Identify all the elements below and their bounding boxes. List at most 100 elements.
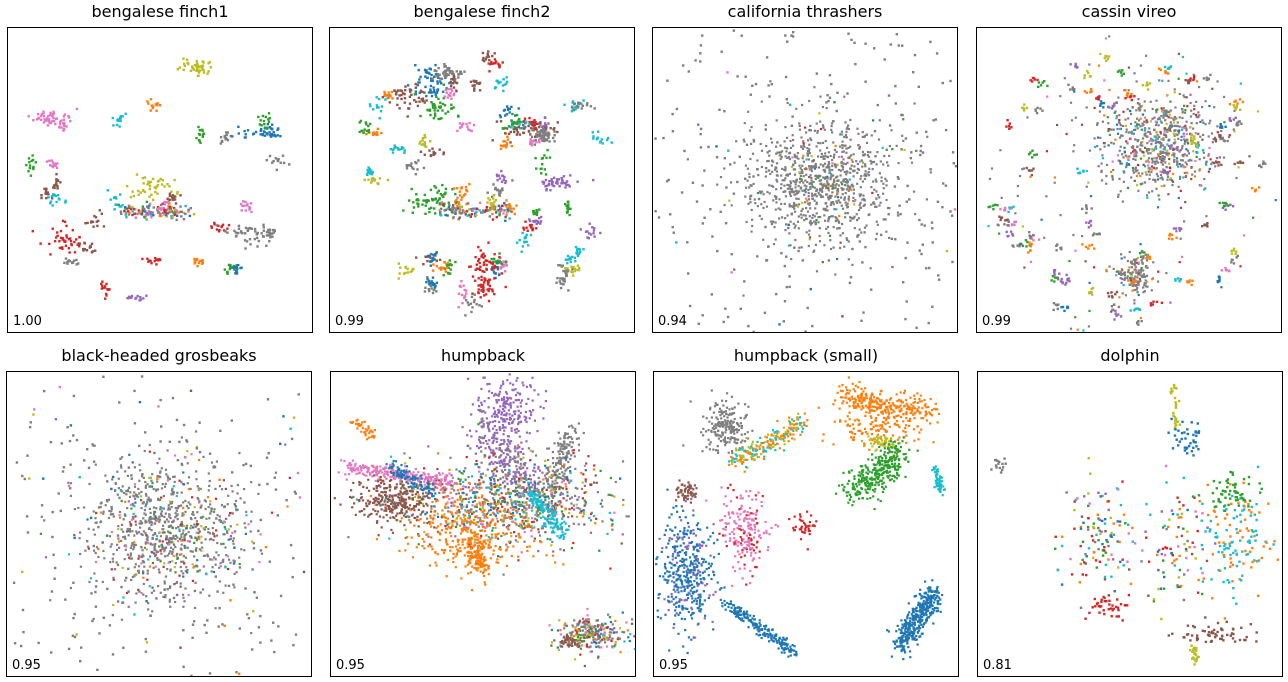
scatter-point xyxy=(910,161,914,164)
scatter-point xyxy=(75,258,78,262)
scatter-point xyxy=(859,186,862,189)
scatter-point xyxy=(241,232,244,235)
scatter-point xyxy=(858,147,861,150)
scatter-point xyxy=(828,171,831,174)
scatter-point xyxy=(487,299,491,303)
scatter-point xyxy=(869,267,872,270)
scatter-point xyxy=(1160,115,1163,118)
scatter-point xyxy=(505,142,509,145)
scatter-point xyxy=(1032,167,1035,170)
scatter-point xyxy=(1241,161,1245,165)
scatter-point xyxy=(1018,245,1021,248)
scatter-point xyxy=(1010,224,1014,227)
scatter-point xyxy=(429,140,432,143)
scatter-point xyxy=(564,258,567,261)
scatter-point xyxy=(1178,280,1181,283)
scatter-point xyxy=(1082,170,1085,173)
scatter-point xyxy=(1123,146,1126,149)
scatter-point xyxy=(1248,155,1251,158)
scatter-point xyxy=(1207,154,1210,157)
scatter-point xyxy=(434,73,438,76)
scatter-point xyxy=(584,230,588,233)
scatter-point xyxy=(654,210,657,213)
scatter-point xyxy=(162,206,165,210)
scatter-point xyxy=(832,141,835,144)
scatter-point xyxy=(256,231,259,235)
scatter-point xyxy=(1106,57,1110,61)
scatter-point xyxy=(443,202,446,205)
scatter-point xyxy=(213,223,216,226)
scatter-point xyxy=(501,188,504,192)
scatter-point xyxy=(891,265,894,269)
scatter-point xyxy=(572,274,575,277)
scatter-point xyxy=(1223,95,1226,98)
scatter-point xyxy=(841,193,844,196)
scatter-point xyxy=(473,279,477,282)
scatter-point xyxy=(430,259,434,262)
scatter-point xyxy=(1085,91,1088,94)
scatter-point xyxy=(414,64,417,67)
scatter-point xyxy=(224,528,227,531)
scatter-point xyxy=(462,122,465,125)
scatter-point xyxy=(844,181,847,184)
scatter-point xyxy=(1006,235,1009,238)
scatter-point xyxy=(447,201,450,204)
scatter-point xyxy=(764,128,767,131)
scatter-point xyxy=(481,270,484,273)
scatter-point xyxy=(486,52,489,56)
scatter-point xyxy=(229,535,232,538)
scatter-point xyxy=(1151,147,1154,151)
scatter-point xyxy=(1176,146,1179,149)
scatter-point xyxy=(1254,189,1257,192)
scatter-point xyxy=(785,98,788,101)
scatter-point xyxy=(798,246,801,249)
scatter-point xyxy=(118,510,122,514)
scatter-point xyxy=(224,138,227,141)
scatter-point xyxy=(1126,155,1129,158)
scatter-point xyxy=(1163,148,1166,151)
scatter-point xyxy=(548,179,551,183)
scatter-point xyxy=(237,224,241,228)
scatter-point xyxy=(1133,277,1136,280)
scatter-point xyxy=(478,261,481,265)
scatter-point xyxy=(880,180,883,183)
scatter-point xyxy=(442,274,445,277)
scatter-point xyxy=(730,253,733,256)
scatter-point xyxy=(419,150,423,153)
scatter-point xyxy=(380,105,384,108)
scatter-point xyxy=(172,519,175,522)
scatter-point xyxy=(52,119,56,123)
scatter-point xyxy=(142,576,145,579)
scatter-point xyxy=(480,305,483,308)
scatter-point xyxy=(819,215,822,219)
scatter-point xyxy=(457,202,461,205)
scatter-point xyxy=(838,215,841,218)
scatter-point xyxy=(1165,272,1168,275)
scatter-point xyxy=(548,140,551,143)
scatter-point xyxy=(250,227,253,230)
scatter-point xyxy=(551,181,554,184)
scatter-point xyxy=(844,178,848,181)
scatter-point xyxy=(1070,119,1074,122)
scatter-point xyxy=(775,195,778,199)
scatter-point xyxy=(990,167,994,170)
scatter-point xyxy=(825,107,828,110)
scatter-point xyxy=(1167,110,1171,114)
scatter-point xyxy=(518,123,521,126)
scatter-point xyxy=(1168,138,1171,141)
scatter-point xyxy=(432,263,435,266)
scatter-point xyxy=(1117,313,1120,316)
scatter-point xyxy=(1211,161,1214,164)
scatter-point xyxy=(71,261,75,264)
scatter-point xyxy=(1183,138,1186,141)
scatter-point xyxy=(49,121,52,125)
scatter-point xyxy=(1174,129,1177,132)
scatter-point xyxy=(123,210,126,213)
scatter-point xyxy=(1113,104,1116,107)
scatter-point xyxy=(452,106,455,109)
scatter-point xyxy=(562,182,566,185)
scatter-point xyxy=(58,240,61,243)
scatter-point xyxy=(1147,130,1150,133)
scatter-point xyxy=(806,306,809,310)
scatter-point xyxy=(453,210,457,213)
